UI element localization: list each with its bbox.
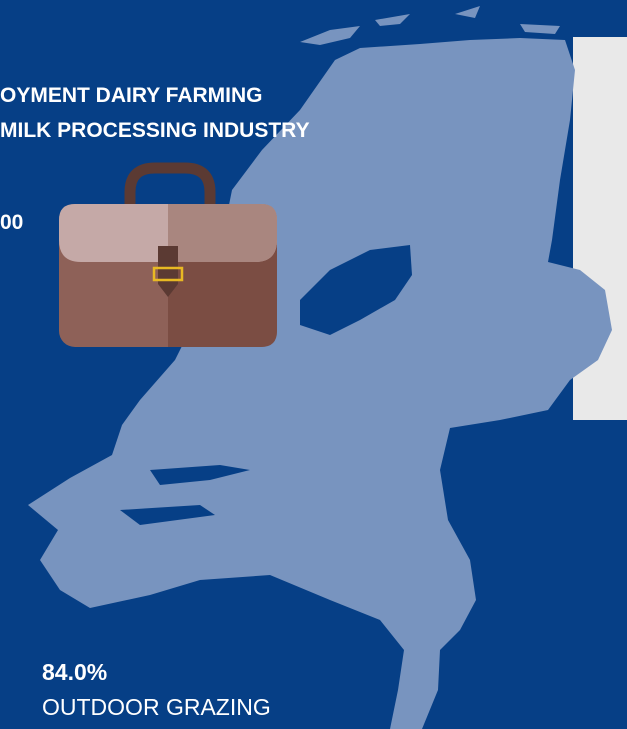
map (28, 6, 612, 729)
employment-title: MILK PROCESSING INDUSTRY (0, 119, 310, 142)
lake (300, 245, 412, 335)
grazing-value: 84.0% (42, 659, 107, 685)
employment-title: OYMENT DAIRY FARMING (0, 84, 263, 107)
briefcase-icon (59, 162, 277, 347)
estuary (120, 465, 250, 525)
employment-value: 00 (0, 211, 23, 234)
grazing-label: OUTDOOR GRAZING (42, 694, 271, 720)
